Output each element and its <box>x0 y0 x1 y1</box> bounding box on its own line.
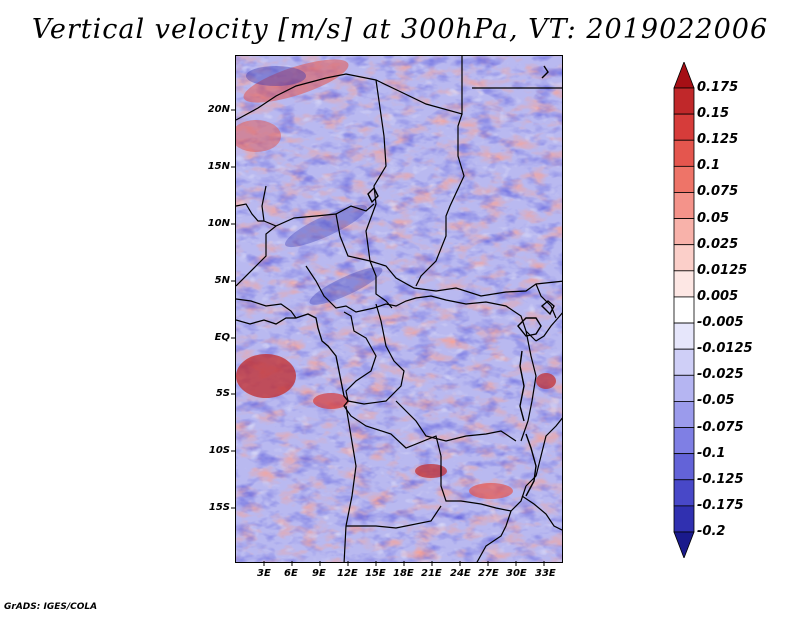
colorbar-swatch <box>673 165 695 193</box>
colorbar-swatch <box>673 244 695 272</box>
colorbar-label: -0.2 <box>697 524 726 539</box>
colorbar-label: -0.025 <box>697 367 744 383</box>
colorbar-swatch <box>673 531 695 558</box>
lon-tick-12e: 12E <box>337 568 358 579</box>
colorbar-label: -0.075 <box>697 419 744 435</box>
map-panel[interactable] <box>235 55 563 563</box>
lon-tick-marks <box>263 561 545 566</box>
colorbar-label: 0.1 <box>697 158 721 174</box>
colorbar-label: 0.005 <box>697 288 739 304</box>
colorbar-label: 0.0125 <box>697 262 748 278</box>
lat-tick-marks <box>231 109 236 509</box>
colorbar-swatch <box>673 270 695 298</box>
vertical-velocity-field <box>236 56 562 562</box>
lat-tick-10s: 10S <box>208 445 230 456</box>
colorbar-swatch <box>673 479 695 507</box>
colorbar-swatch <box>673 453 695 481</box>
colorbar-swatch <box>673 348 695 376</box>
colorbar-swatch <box>673 505 695 533</box>
lon-tick-3e: 3E <box>257 568 271 579</box>
colorbar-label: 0.05 <box>697 210 730 226</box>
colorbar-label: 0.175 <box>697 80 739 95</box>
lon-tick-21e: 21E <box>421 568 442 579</box>
colorbar-swatch <box>673 374 695 402</box>
colorbar-label: 0.025 <box>697 236 739 252</box>
lake-outlines <box>367 65 555 497</box>
lon-tick-33e: 33E <box>535 568 556 579</box>
grads-credit: GrADS: IGES/COLA <box>4 602 98 612</box>
lat-tick-5s: 5S <box>215 388 230 399</box>
coastline <box>236 313 349 402</box>
lon-tick-18e: 18E <box>393 568 414 579</box>
colorbar-label: -0.005 <box>697 315 744 331</box>
lon-tick-27e: 27E <box>478 568 499 579</box>
country-borders <box>236 56 562 562</box>
colorbar-label: 0.075 <box>697 184 739 200</box>
map-title: Vertical velocity [m/s] at 300hPa, VT: 2… <box>31 14 769 45</box>
colorbar-swatch <box>673 427 695 455</box>
lat-tick-eq: EQ <box>214 332 230 343</box>
colorbar-label: -0.1 <box>697 445 726 461</box>
colorbar-label: -0.0125 <box>697 341 753 357</box>
colorbar-swatch <box>673 322 695 350</box>
lon-tick-30e: 30E <box>506 568 527 579</box>
colorbar-swatch <box>673 192 695 219</box>
colorbar-label: 0.15 <box>697 106 730 122</box>
colorbar-swatch <box>673 62 695 89</box>
colorbar-label: 0.125 <box>697 132 739 148</box>
colorbar-label: -0.175 <box>697 497 744 513</box>
colorbar-swatch <box>673 296 695 324</box>
lat-tick-20n: 20N <box>207 104 230 115</box>
lon-tick-24e: 24E <box>450 568 471 579</box>
lat-tick-5n: 5N <box>214 275 230 286</box>
lat-tick-10n: 10N <box>207 218 230 229</box>
lon-tick-6e: 6E <box>284 568 298 579</box>
lon-tick-9e: 9E <box>312 568 326 579</box>
colorbar-label: -0.05 <box>697 393 735 409</box>
colorbar-swatch <box>673 218 695 246</box>
colorbar-swatch <box>673 113 695 141</box>
lon-tick-15e: 15E <box>365 568 386 579</box>
colorbar-swatch <box>673 87 695 115</box>
lat-tick-15n: 15N <box>207 161 230 172</box>
colorbar-swatch <box>673 139 695 167</box>
lat-tick-15s: 15S <box>208 502 230 513</box>
colorbar <box>673 62 695 558</box>
colorbar-swatch <box>673 401 695 428</box>
colorbar-label: -0.125 <box>697 471 744 487</box>
